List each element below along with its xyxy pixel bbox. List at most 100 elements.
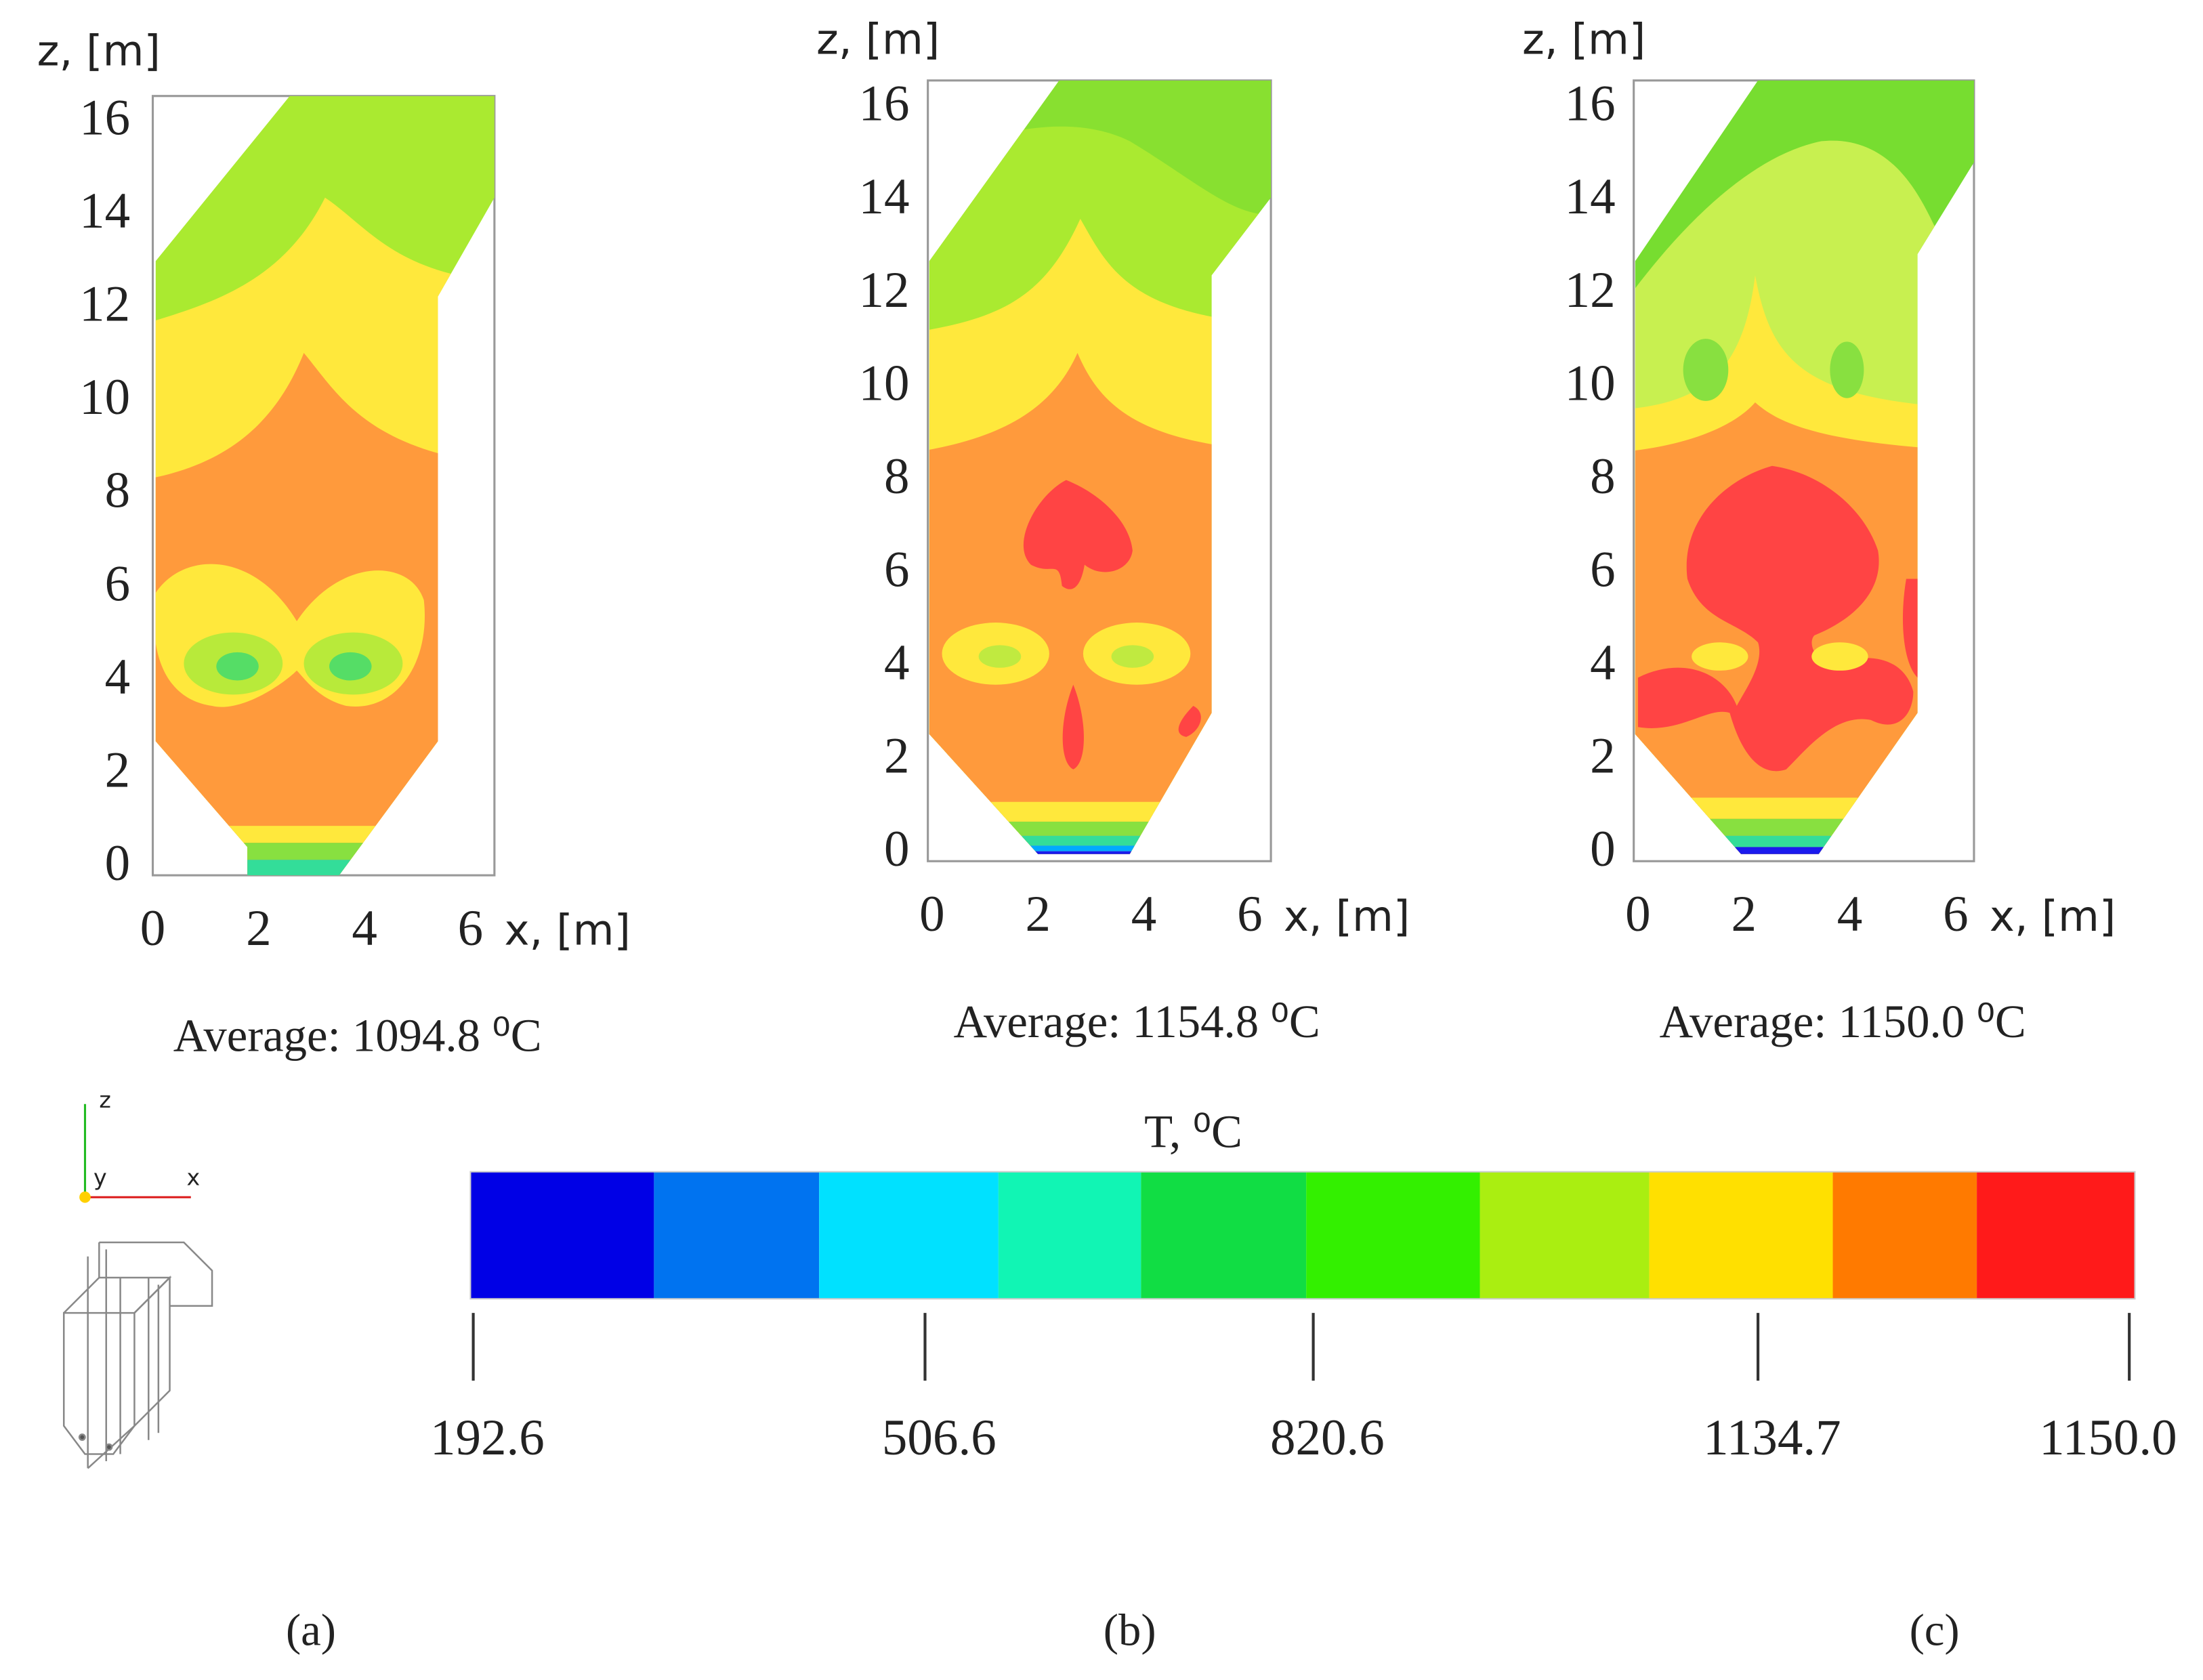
x-tick-label: 0 bbox=[140, 900, 166, 957]
colorbar-title: T, ⁰C bbox=[1144, 1106, 1242, 1157]
contour-field bbox=[1635, 80, 1974, 854]
y-tick-label: 0 bbox=[1590, 821, 1616, 877]
y-tick-label: 14 bbox=[859, 169, 910, 225]
colorbar-segment bbox=[1306, 1171, 1480, 1299]
y-axis-label: z, [m] bbox=[1522, 15, 1645, 64]
y-axis-label: z, [m] bbox=[816, 15, 940, 64]
x-tick-label: 6 bbox=[1943, 886, 1969, 942]
x-tick-label: 6 bbox=[1237, 886, 1263, 942]
contour bbox=[1637, 465, 1914, 772]
colorbar-tick-label: 1150.0 bbox=[2039, 1410, 2177, 1466]
x-axis-label: x, [m] bbox=[1284, 891, 1410, 941]
contour bbox=[1062, 684, 1084, 770]
y-tick-label: 6 bbox=[105, 555, 131, 612]
y-tick-label: 6 bbox=[1590, 541, 1616, 597]
y-tick-label: 6 bbox=[884, 541, 910, 597]
colorbar-segment bbox=[1141, 1171, 1307, 1299]
y-axis-label: z, [m] bbox=[37, 26, 161, 75]
axes-icon: z y x bbox=[79, 1087, 200, 1203]
average-label: Average: 1154.8 ⁰C bbox=[953, 996, 1320, 1047]
contour bbox=[929, 801, 1272, 822]
axis-icon-label: z bbox=[99, 1087, 111, 1113]
y-tick-label: 8 bbox=[105, 463, 131, 519]
contour bbox=[1692, 642, 1748, 671]
x-tick-label: 2 bbox=[1731, 886, 1757, 942]
contour bbox=[1111, 645, 1154, 668]
contour bbox=[1902, 579, 1921, 678]
contour bbox=[1683, 339, 1729, 401]
colorbar-segment bbox=[1480, 1171, 1650, 1299]
y-tick-label: 10 bbox=[1565, 355, 1616, 411]
y-tick-label: 2 bbox=[884, 728, 910, 784]
y-tick-label: 14 bbox=[1565, 169, 1616, 225]
contour bbox=[155, 843, 495, 860]
contour bbox=[1023, 480, 1133, 589]
y-tick-label: 12 bbox=[79, 276, 130, 333]
colorbar-segment bbox=[470, 1171, 654, 1299]
colorbar-segment bbox=[1832, 1171, 1977, 1299]
x-tick-label: 6 bbox=[458, 900, 484, 957]
axis-icon-label: x bbox=[187, 1164, 201, 1191]
panel-caption: (b) bbox=[1104, 1606, 1156, 1656]
x-axis-label: x, [m] bbox=[1990, 891, 2116, 941]
average-label: Average: 1150.0 ⁰C bbox=[1659, 996, 2026, 1047]
contour bbox=[155, 826, 495, 843]
x-tick-label: 4 bbox=[1837, 886, 1863, 942]
panel-caption: (c) bbox=[1910, 1606, 1960, 1656]
x-tick-label: 4 bbox=[352, 900, 377, 957]
contour bbox=[1811, 642, 1868, 671]
y-tick-label: 10 bbox=[859, 355, 910, 411]
y-tick-label: 16 bbox=[859, 76, 910, 132]
y-tick-label: 2 bbox=[1590, 728, 1616, 784]
contour bbox=[978, 645, 1022, 668]
colorbar-segment bbox=[1977, 1171, 2135, 1299]
y-tick-label: 16 bbox=[79, 90, 130, 146]
y-tick-label: 2 bbox=[105, 742, 131, 798]
y-tick-label: 0 bbox=[105, 835, 131, 891]
contour bbox=[929, 821, 1272, 836]
contour bbox=[216, 652, 259, 681]
y-tick-label: 4 bbox=[105, 649, 131, 705]
y-tick-label: 8 bbox=[1590, 448, 1616, 505]
y-tick-label: 12 bbox=[859, 262, 910, 318]
x-tick-label: 0 bbox=[919, 886, 945, 942]
colorbar-frame bbox=[469, 1171, 2136, 1300]
colorbar-tick-label: 820.6 bbox=[1270, 1410, 1385, 1466]
contour bbox=[1635, 818, 1974, 836]
x-tick-label: 4 bbox=[1131, 886, 1157, 942]
contour bbox=[155, 860, 495, 876]
x-axis-label: x, [m] bbox=[504, 906, 630, 955]
colorbar-tick-label: 192.6 bbox=[430, 1410, 545, 1466]
contour bbox=[329, 652, 372, 681]
contour bbox=[929, 835, 1272, 846]
contour bbox=[1635, 835, 1974, 847]
axis-icon-label: y bbox=[93, 1164, 107, 1191]
colorbar-segment bbox=[998, 1171, 1141, 1299]
contour-field bbox=[929, 80, 1272, 854]
y-tick-label: 4 bbox=[1590, 635, 1616, 691]
y-tick-label: 8 bbox=[884, 448, 910, 505]
furnace-icon bbox=[62, 1241, 213, 1469]
colorbar-segment bbox=[819, 1171, 999, 1299]
contour-field bbox=[155, 96, 495, 876]
contour bbox=[1635, 797, 1974, 819]
x-tick-label: 0 bbox=[1625, 886, 1651, 942]
contour bbox=[1635, 847, 1974, 854]
y-tick-label: 12 bbox=[1565, 262, 1616, 318]
colorbar-tick-label: 1134.7 bbox=[1703, 1410, 1841, 1466]
panel-caption: (a) bbox=[286, 1606, 336, 1656]
y-tick-label: 10 bbox=[79, 369, 130, 425]
contour bbox=[1178, 706, 1201, 737]
contour bbox=[929, 851, 1272, 854]
average-label: Average: 1094.8 ⁰C bbox=[173, 1010, 542, 1062]
contour bbox=[929, 845, 1272, 852]
y-tick-label: 16 bbox=[1565, 76, 1616, 132]
contour bbox=[1830, 341, 1864, 398]
colorbar-tick-label: 506.6 bbox=[882, 1410, 996, 1466]
x-tick-label: 2 bbox=[246, 900, 272, 957]
colorbar-segment bbox=[1649, 1171, 1833, 1299]
y-tick-label: 4 bbox=[884, 635, 910, 691]
colorbar-segment bbox=[654, 1171, 820, 1299]
y-tick-label: 0 bbox=[884, 821, 910, 877]
